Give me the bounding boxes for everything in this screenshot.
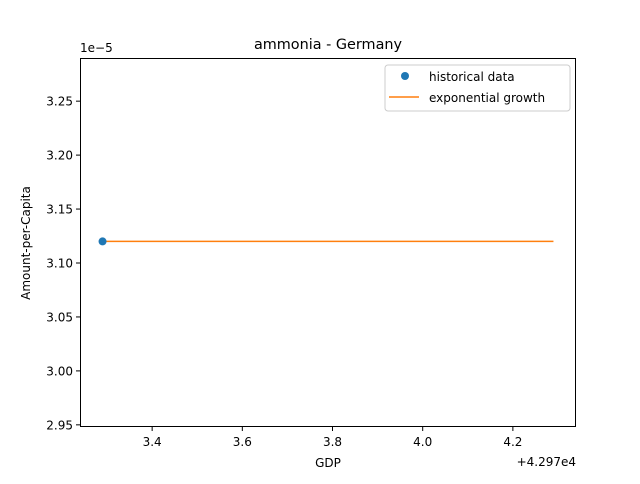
y-axis-label: Amount-per-Capita	[19, 186, 33, 300]
x-tick-label: 3.4	[143, 435, 162, 449]
y-tick-label: 3.05	[46, 310, 73, 324]
y-tick-label: 3.00	[46, 364, 73, 378]
x-axis-ticks: 3.4 3.6 3.8 4.0 4.2	[143, 427, 522, 449]
plot-data	[98, 237, 554, 246]
plot-area-frame	[80, 58, 576, 427]
x-axis-label: GDP	[315, 456, 341, 470]
x-tick-label: 3.8	[323, 435, 342, 449]
x-tick-label: 4.2	[503, 435, 522, 449]
y-tick-label: 3.10	[46, 257, 73, 271]
legend-label-exponential-growth: exponential growth	[429, 91, 545, 105]
legend-box	[384, 64, 571, 112]
y-tick-label: 3.20	[46, 149, 73, 163]
y-axis-ticks: 2.95 3.00 3.05 3.10 3.15 3.20 3.25	[46, 95, 80, 432]
x-offset-text: +4.297e4	[517, 455, 576, 469]
y-scale-text: 1e−5	[80, 41, 113, 55]
historical-data-point	[98, 237, 107, 246]
y-tick-label: 2.95	[46, 418, 73, 432]
legend-label-historical-data: historical data	[429, 70, 515, 84]
y-tick-label: 3.15	[46, 203, 73, 217]
x-tick-label: 4.0	[413, 435, 432, 449]
chart-title: ammonia - Germany	[254, 37, 403, 53]
x-tick-label: 3.6	[233, 435, 252, 449]
y-tick-label: 3.25	[46, 95, 73, 109]
legend-marker-historical-data	[401, 72, 409, 80]
legend: historical data exponential growth	[384, 64, 571, 112]
